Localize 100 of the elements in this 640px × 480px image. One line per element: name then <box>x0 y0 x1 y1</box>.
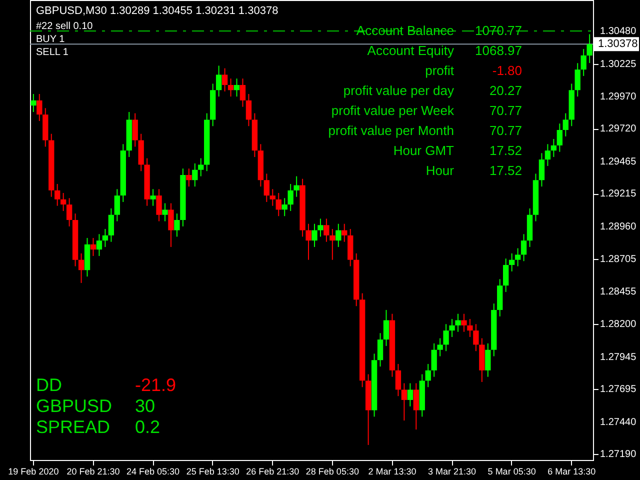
candlestick <box>538 152 545 188</box>
annotation: 0.2 <box>135 417 160 437</box>
candlestick <box>30 93 36 112</box>
annotation: Hour GMT <box>393 143 454 158</box>
annotation: GBPUSD <box>36 396 112 416</box>
candlestick <box>108 208 114 242</box>
candlestick <box>264 173 270 202</box>
y-tick-label: 1.28705 <box>600 254 637 266</box>
candlestick <box>132 112 138 148</box>
candlestick <box>556 123 563 152</box>
candlestick <box>520 234 527 262</box>
candlestick <box>114 188 120 222</box>
candlestick <box>413 382 419 430</box>
y-tick-label: 1.28455 <box>600 286 637 298</box>
candlestick <box>324 218 330 242</box>
y-tick-label: 1.27440 <box>600 416 637 428</box>
candlestick <box>150 188 156 206</box>
y-tick-label: 1.30225 <box>600 58 637 70</box>
y-tick-label: 1.29465 <box>600 156 637 168</box>
annotation: Account Equity <box>367 43 454 58</box>
candlestick <box>377 332 384 368</box>
annotation: -21.9 <box>135 375 176 395</box>
candlestick <box>276 192 282 217</box>
annotation: profit <box>425 63 454 78</box>
candlestick <box>228 78 234 98</box>
candlestick <box>54 183 60 206</box>
candlestick <box>306 223 312 260</box>
y-tick-label: 1.29720 <box>600 124 637 135</box>
candlestick <box>174 213 180 238</box>
annotation: Hour <box>426 163 455 178</box>
candlestick <box>437 338 443 357</box>
candlestick <box>508 252 515 272</box>
y-tick-label: 1.27190 <box>600 448 637 460</box>
candlestick <box>514 248 521 267</box>
candlestick <box>342 223 348 242</box>
candlestick <box>60 192 66 212</box>
annotation: DD <box>36 375 62 395</box>
candlestick <box>318 218 324 238</box>
annotation: 20.27 <box>489 83 522 98</box>
annotation: 17.52 <box>489 163 522 178</box>
candlestick <box>240 78 246 108</box>
candlestick <box>401 382 408 422</box>
chart-title: GBPUSD,M30 1.30289 1.30455 1.30231 1.30378 <box>36 5 278 17</box>
annotation: SPREAD <box>36 417 110 437</box>
y-tick-label: 1.30480 <box>600 26 637 37</box>
candlestick <box>246 93 252 127</box>
candlestick <box>294 176 300 198</box>
candlestick <box>96 234 102 256</box>
x-tick-label: 26 Feb 21:30 <box>246 466 300 476</box>
x-tick-label: 20 Feb 21:30 <box>66 466 120 476</box>
y-tick-label: 1.29215 <box>600 188 637 200</box>
candlestick <box>66 198 72 227</box>
candlestick <box>473 324 479 352</box>
x-tick-label: 2 Mar 13:30 <box>368 466 416 476</box>
annotation: 17.52 <box>489 143 522 158</box>
annotation: 70.77 <box>489 103 522 118</box>
candlestick <box>467 318 473 338</box>
candlestick <box>282 198 288 217</box>
candlestick <box>586 34 592 64</box>
annotation: 70.77 <box>489 123 522 138</box>
x-tick-label: 19 Feb 2020 <box>8 466 59 476</box>
candlestick <box>198 158 204 177</box>
y-tick-label: 1.29970 <box>600 92 637 103</box>
annotation: #22 sell 0.10 <box>36 21 94 32</box>
y-tick-label: 1.27945 <box>600 352 637 363</box>
candlestick <box>461 313 467 332</box>
ref-line-label: 1.30378 <box>598 38 638 50</box>
candlestick <box>336 223 342 248</box>
candlestick <box>550 138 557 158</box>
candlestick <box>330 228 336 260</box>
annotation: -1.80 <box>492 63 522 78</box>
candlestick <box>485 342 491 378</box>
candlestick <box>544 144 551 166</box>
annotation: profit value per day <box>343 83 454 98</box>
y-tick-label: 1.28200 <box>600 319 637 330</box>
candlestick <box>574 62 580 98</box>
x-tick-label: 28 Feb 05:30 <box>306 466 359 476</box>
candlestick <box>216 65 222 98</box>
candlestick <box>102 228 108 248</box>
candlestick <box>455 313 461 332</box>
candlestick <box>383 309 390 346</box>
candlestick <box>407 382 414 407</box>
x-tick-label: 3 Mar 21:30 <box>428 466 476 476</box>
x-tick-label: 5 Mar 05:30 <box>488 466 536 476</box>
candlestick <box>78 252 84 284</box>
candlestick <box>425 363 431 388</box>
candlestick <box>580 48 586 76</box>
annotation: 1068.97 <box>475 43 522 58</box>
candlestick <box>186 168 192 188</box>
annotation: profit value per Week <box>331 103 454 118</box>
annotation: 30 <box>135 396 156 416</box>
candlestick <box>192 162 198 188</box>
candlestick <box>288 183 294 212</box>
candlestick <box>156 188 162 222</box>
candlestick <box>503 258 509 292</box>
candlestick <box>36 93 42 122</box>
annotation: BUY 1 <box>36 34 66 45</box>
candlestick <box>162 202 168 222</box>
x-tick-label: 25 Feb 13:30 <box>186 466 240 476</box>
candlestick <box>312 223 318 248</box>
